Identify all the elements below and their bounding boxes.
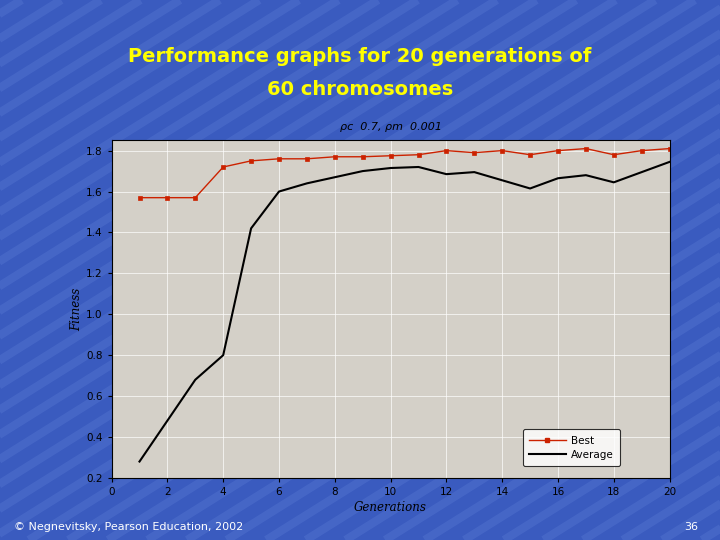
Text: ρc  0.7, ρm  0.001: ρc 0.7, ρm 0.001 [340, 122, 441, 132]
Text: © Negnevitsky, Pearson Education, 2002: © Negnevitsky, Pearson Education, 2002 [14, 522, 243, 532]
Legend: Best, Average: Best, Average [523, 429, 620, 466]
Text: 60 chromosomes: 60 chromosomes [267, 79, 453, 99]
Y-axis label: Fitness: Fitness [70, 287, 84, 331]
Text: Performance graphs for 20 generations of: Performance graphs for 20 generations of [128, 47, 592, 66]
Text: 36: 36 [685, 522, 698, 532]
X-axis label: Generations: Generations [354, 501, 427, 514]
